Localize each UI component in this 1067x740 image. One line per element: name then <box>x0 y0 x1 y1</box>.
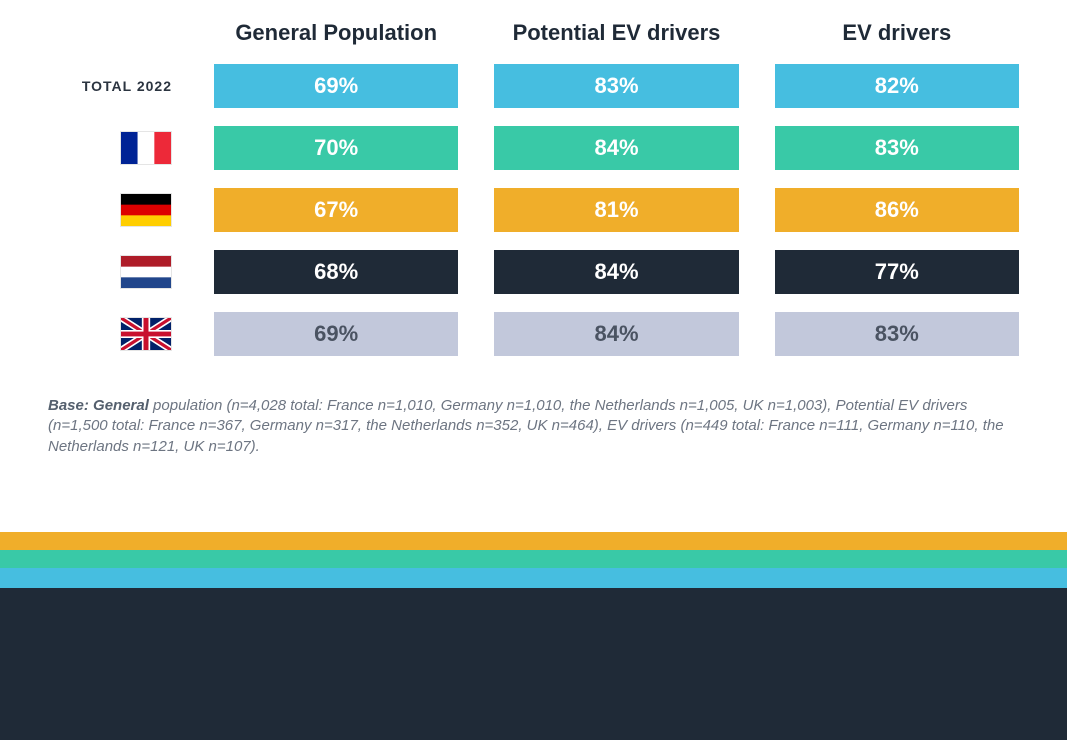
cell-uk-ev: 83% <box>775 312 1019 356</box>
footer-stripes <box>0 532 1067 740</box>
germany-flag-icon <box>120 193 172 227</box>
base-footnote: Base: General population (n=4,028 total:… <box>48 396 1019 457</box>
cell-netherlands-pot: 84% <box>494 250 738 294</box>
cell-netherlands-ev: 77% <box>775 250 1019 294</box>
column-header-ev: EV drivers <box>775 20 1019 46</box>
footnote-lead: Base: General <box>48 397 149 414</box>
footer-stripe-2 <box>0 568 1067 588</box>
france-flag-icon <box>120 131 172 165</box>
footer-stripe-3 <box>0 588 1067 740</box>
cell-germany-pot: 81% <box>494 188 738 232</box>
flag-germany <box>48 193 178 227</box>
footer-stripe-0 <box>0 532 1067 550</box>
comparison-table: General Population Potential EV drivers EV… <box>48 20 1019 356</box>
cell-germany-gen: 67% <box>214 188 458 232</box>
uk-flag-icon <box>120 317 172 351</box>
cell-total-pot: 83% <box>494 64 738 108</box>
flag-netherlands <box>48 255 178 289</box>
cell-uk-pot: 84% <box>494 312 738 356</box>
cell-total-ev: 82% <box>775 64 1019 108</box>
cell-france-pot: 84% <box>494 126 738 170</box>
netherlands-flag-icon <box>120 255 172 289</box>
cell-total-gen: 69% <box>214 64 458 108</box>
footnote-rest: population (n=4,028 total: France n=1,01… <box>48 397 1004 455</box>
cell-netherlands-gen: 68% <box>214 250 458 294</box>
flag-france <box>48 131 178 165</box>
cell-france-ev: 83% <box>775 126 1019 170</box>
row-label-total: TOTAL 2022 <box>48 78 178 94</box>
column-header-gen: General Population <box>214 20 458 46</box>
cell-uk-gen: 69% <box>214 312 458 356</box>
flag-uk <box>48 317 178 351</box>
cell-france-gen: 70% <box>214 126 458 170</box>
footer-stripe-1 <box>0 550 1067 568</box>
cell-germany-ev: 86% <box>775 188 1019 232</box>
column-header-pot: Potential EV drivers <box>494 20 738 46</box>
